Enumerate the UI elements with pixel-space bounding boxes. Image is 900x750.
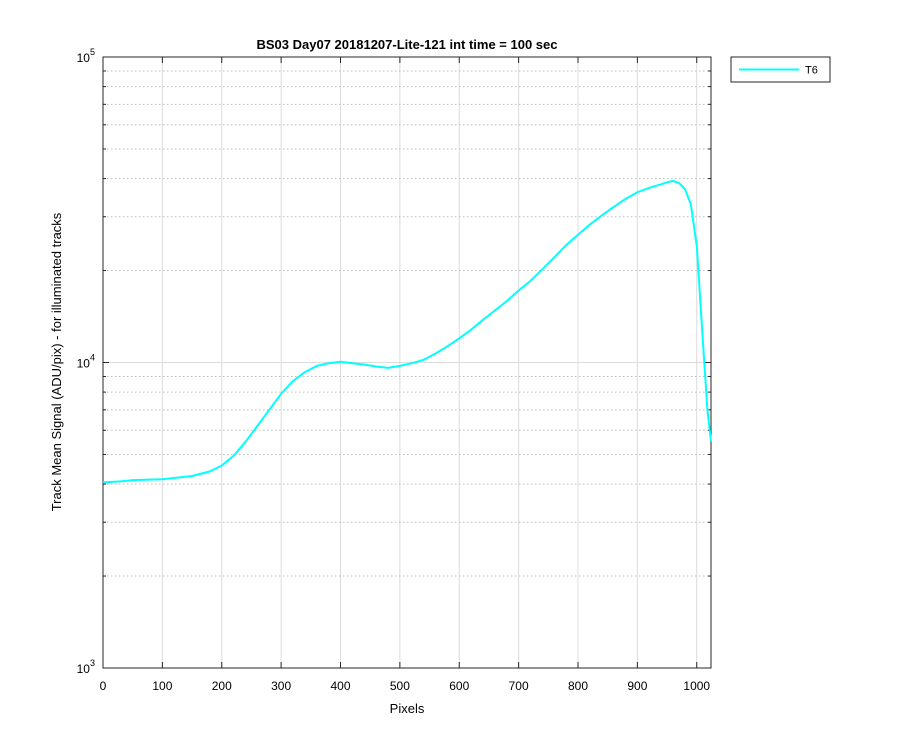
x-tick-label: 600 <box>449 679 469 693</box>
y-tick-label: 103 <box>77 658 95 676</box>
x-tick-label: 700 <box>509 679 529 693</box>
x-tick-label: 1000 <box>683 679 710 693</box>
x-tick-labels: 0 100 200 300 400 500 600 700 800 900 1000 <box>100 679 711 693</box>
legend: T6 <box>730 56 831 83</box>
series-line-t6 <box>102 179 712 484</box>
y-tick-label: 105 <box>77 47 95 65</box>
x-axis-label: Pixels <box>390 701 425 716</box>
legend-label-t6: T6 <box>805 65 818 77</box>
x-tick-label: 500 <box>390 679 410 693</box>
grid <box>102 57 711 668</box>
series-layer <box>102 179 712 484</box>
x-tick-label: 200 <box>212 679 232 693</box>
x-tick-label: 400 <box>330 679 350 693</box>
y-tick-label: 104 <box>77 353 95 371</box>
axis-ticks <box>102 56 711 669</box>
y-tick-labels: 103 104 105 <box>77 47 95 676</box>
x-tick-label: 0 <box>100 679 107 693</box>
x-tick-label: 800 <box>568 679 588 693</box>
y-axis-label: Track Mean Signal (ADU/pix) - for illumi… <box>49 212 64 511</box>
x-tick-label: 300 <box>271 679 291 693</box>
chart-title: BS03 Day07 20181207-Lite-121 int time = … <box>257 37 558 52</box>
x-tick-label: 900 <box>627 679 647 693</box>
x-tick-label: 100 <box>152 679 172 693</box>
